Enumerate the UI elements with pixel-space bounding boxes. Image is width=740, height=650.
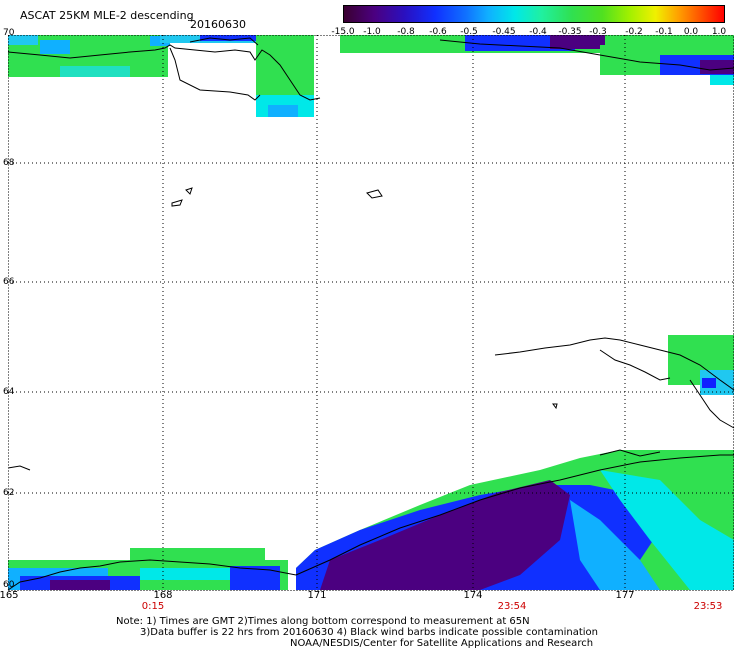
- latitude-gridlines: [8, 162, 734, 494]
- latitude-label: 62: [3, 488, 15, 498]
- colorbar-tick: -0.2: [625, 27, 643, 37]
- coastlines: [7, 37, 735, 591]
- data-swath-top-mid: [256, 35, 314, 117]
- colorbar-tick: 0.0: [683, 27, 699, 37]
- latitude-label: 66: [3, 277, 15, 287]
- map-frame: [8, 35, 734, 591]
- longitude-label: 174: [463, 590, 483, 601]
- footer-note-line2: 3)Data buffer is 22 hrs from 20160630 4)…: [140, 627, 598, 638]
- colorbar-tick: -0.1: [655, 27, 673, 37]
- data-swath-top-right: [340, 35, 734, 85]
- colorbar-tick: -0.5: [460, 27, 478, 37]
- footer-note-line1: Note: 1) Times are GMT 2)Times along bot…: [116, 616, 530, 627]
- colorbar-tick: 1.0: [711, 27, 727, 37]
- colorbar-tick: -0.45: [492, 27, 516, 37]
- data-swath-bottom-left: [8, 548, 288, 590]
- latitude-label: 68: [3, 158, 15, 168]
- colorbar: [343, 5, 725, 23]
- longitude-label: 168: [153, 590, 173, 601]
- data-swath-right-mid: [668, 335, 734, 395]
- footer-credit: NOAA/NESDIS/Center for Satellite Applica…: [290, 638, 594, 649]
- product-title: ASCAT 25KM MLE-2 descending: [20, 9, 194, 22]
- longitude-label: 165: [0, 590, 19, 601]
- latitude-label: 60: [3, 580, 15, 590]
- time-label: 23:53: [693, 601, 723, 612]
- colorbar-tick: -1.0: [363, 27, 381, 37]
- product-date: 20160630: [190, 18, 246, 31]
- colorbar-tick: -0.8: [397, 27, 415, 37]
- time-label: 0:15: [141, 601, 165, 612]
- data-swath-bottom-right: [296, 450, 734, 590]
- longitude-gridlines: [162, 35, 626, 590]
- latitude-label: 70: [3, 28, 15, 38]
- data-swath-top-left: [8, 35, 260, 77]
- colorbar-tick: -0.6: [429, 27, 447, 37]
- colorbar-tick: -0.4: [529, 27, 547, 37]
- longitude-label: 177: [615, 590, 635, 601]
- longitude-label: 171: [307, 590, 327, 601]
- colorbar-tick: -0.35: [558, 27, 582, 37]
- colorbar-tick: -0.3: [589, 27, 607, 37]
- colorbar-tick: -15.0: [331, 27, 355, 37]
- latitude-label: 64: [3, 387, 15, 397]
- time-label: 23:54: [497, 601, 527, 612]
